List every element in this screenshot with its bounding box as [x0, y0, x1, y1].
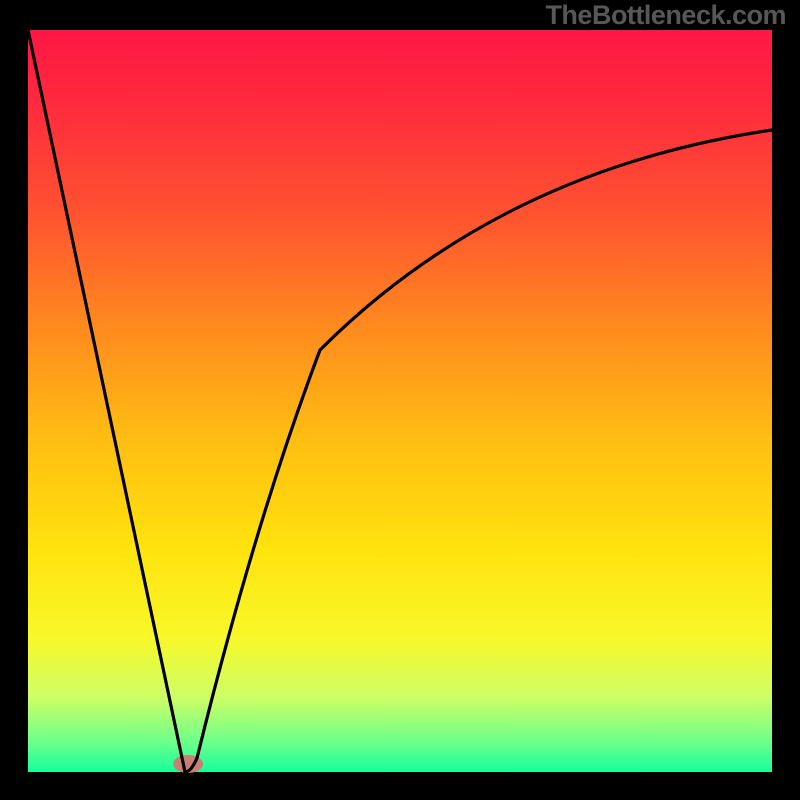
chart-container: { "watermark": { "text": "TheBottleneck.…: [0, 0, 800, 800]
bottleneck-chart: [0, 0, 800, 800]
plot-background: [28, 30, 772, 772]
watermark-text: TheBottleneck.com: [545, 0, 786, 31]
